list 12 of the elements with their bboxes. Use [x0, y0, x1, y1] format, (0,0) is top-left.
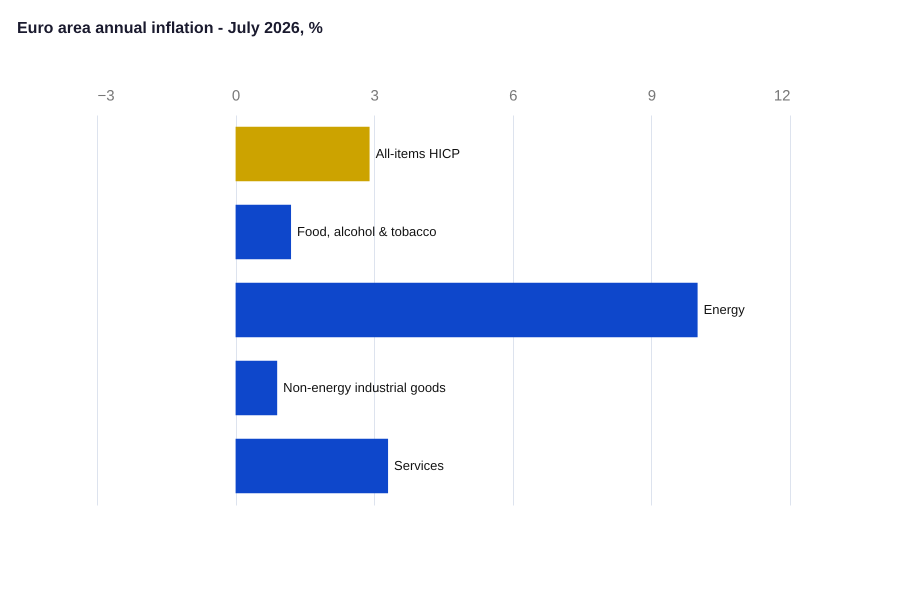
y-tick-label: Food, alcohol & tobacco [297, 224, 437, 239]
x-tick-label: 9 [648, 88, 656, 104]
y-tick-label: Non-energy industrial goods [283, 380, 446, 395]
x-tick-label: 12 [774, 88, 790, 104]
x-tick-label: 3 [370, 88, 379, 104]
x-tick-label: 0 [232, 88, 240, 104]
y-tick-label: Energy [704, 302, 746, 317]
x-tick-label: −3 [98, 88, 115, 104]
y-tick-label: All-items HICP [376, 146, 460, 161]
y-tick-label: Services [394, 458, 444, 473]
chart-title: Euro area annual inflation - July 2026, % [17, 20, 323, 37]
x-tick-label: 6 [509, 88, 518, 104]
